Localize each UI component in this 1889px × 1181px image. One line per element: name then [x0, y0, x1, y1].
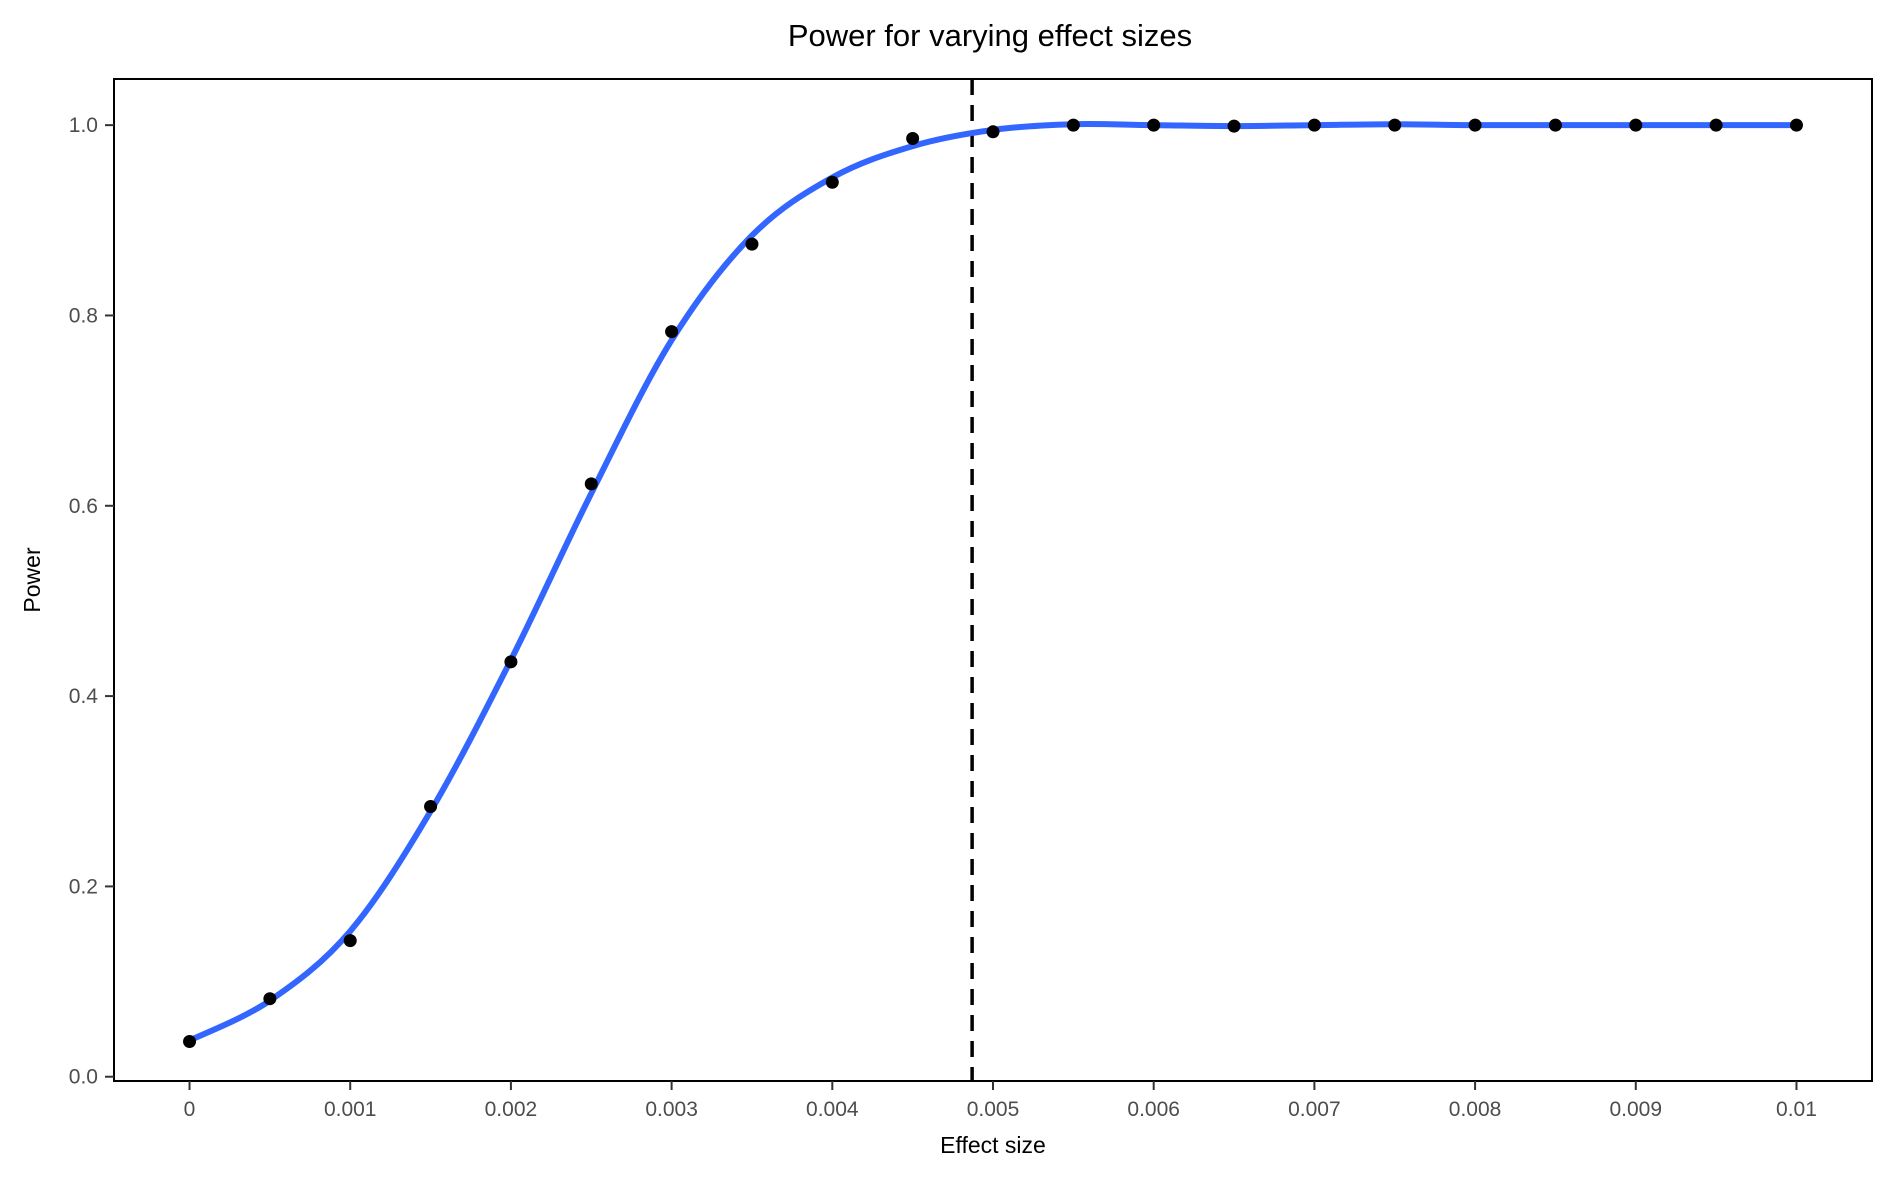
- x-tick-label: 0.003: [645, 1098, 698, 1121]
- data-point: [183, 1035, 197, 1049]
- data-point: [906, 131, 920, 145]
- data-point: [1629, 118, 1643, 132]
- chart-title: Power for varying effect sizes: [788, 18, 1192, 53]
- y-tick-label: 0.2: [69, 875, 98, 898]
- y-axis-ticks: 0.0 0.2 0.4 0.6 0.8 1.0: [69, 114, 114, 1089]
- x-tick-label: 0.004: [806, 1098, 859, 1121]
- plot-panel: [113, 78, 1873, 1082]
- data-point: [665, 325, 679, 339]
- x-axis-label: Effect size: [940, 1132, 1046, 1158]
- x-tick-label: 0.009: [1609, 1098, 1662, 1121]
- data-point: [1548, 118, 1562, 132]
- x-tick-label: 0.005: [967, 1098, 1020, 1121]
- data-point: [1709, 118, 1723, 132]
- x-tick-label: 0.002: [485, 1098, 538, 1121]
- x-tick-label: 0.006: [1127, 1098, 1180, 1121]
- y-tick-label: 0.8: [69, 304, 98, 327]
- data-point: [263, 992, 277, 1006]
- data-point: [584, 477, 598, 491]
- data-point: [986, 125, 1000, 139]
- y-tick-label: 0.4: [69, 685, 99, 708]
- data-point: [1388, 118, 1402, 132]
- x-tick-label: 0.001: [324, 1098, 377, 1121]
- x-tick-label: 0: [184, 1098, 196, 1121]
- y-tick-label: 1.0: [69, 114, 98, 137]
- data-point: [343, 934, 357, 948]
- x-tick-label: 0.008: [1449, 1098, 1502, 1121]
- data-point: [424, 799, 438, 813]
- y-axis-label: Power: [19, 547, 45, 613]
- data-point: [1227, 119, 1241, 133]
- data-point: [1307, 118, 1321, 132]
- data-point: [1147, 118, 1161, 132]
- x-axis-ticks: 0 0.001 0.002 0.003 0.004 0.005 0.006 0.007 0.00…: [184, 1081, 1817, 1121]
- y-tick-label: 0.6: [69, 495, 98, 518]
- data-points-layer: [183, 118, 1803, 1049]
- x-tick-label: 0.007: [1288, 1098, 1341, 1121]
- y-tick-label: 0.0: [69, 1066, 98, 1089]
- data-point: [825, 175, 839, 189]
- data-point: [745, 237, 759, 251]
- data-point: [1066, 118, 1080, 132]
- x-tick-label: 0.01: [1776, 1098, 1817, 1121]
- data-point: [1468, 118, 1482, 132]
- data-point: [1789, 118, 1803, 132]
- data-point: [504, 655, 518, 669]
